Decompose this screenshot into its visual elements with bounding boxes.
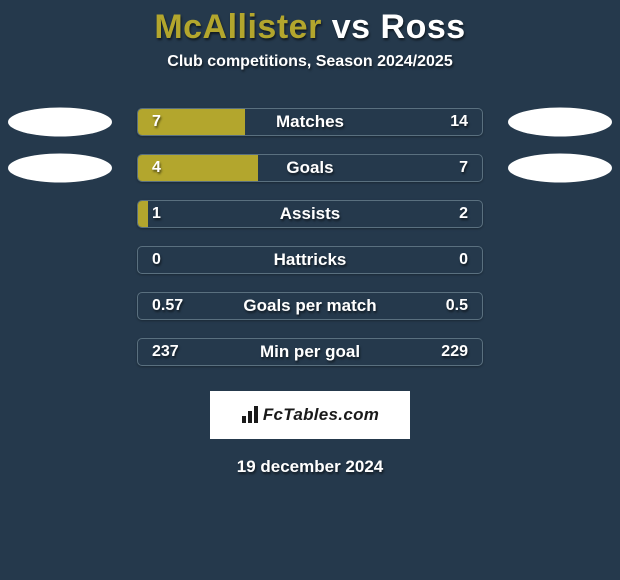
title-vs: vs (322, 8, 381, 46)
stat-label: Hattricks (274, 250, 347, 270)
stat-bar: Matches 7 14 (137, 108, 483, 136)
stat-row: Goals per match 0.57 0.5 (0, 283, 620, 329)
stat-label: Goals per match (243, 296, 376, 316)
stat-bar: Min per goal 237 229 (137, 338, 483, 366)
stat-value-right: 229 (441, 343, 468, 361)
date-text: 19 december 2024 (237, 457, 384, 477)
stat-bar: Assists 1 2 (137, 200, 483, 228)
stat-value-right: 7 (459, 159, 468, 177)
stat-bar: Hattricks 0 0 (137, 246, 483, 274)
comparison-card: McAllister vs Ross Club competitions, Se… (0, 0, 620, 580)
title-player-b: Ross (381, 8, 466, 46)
stat-bar: Goals per match 0.57 0.5 (137, 292, 483, 320)
club-badge-right (508, 154, 612, 183)
stat-value-right: 2 (459, 205, 468, 223)
stat-bar-fill (138, 201, 148, 227)
club-badge-right (508, 108, 612, 137)
club-badge-left (8, 154, 112, 183)
subtitle: Club competitions, Season 2024/2025 (167, 53, 452, 71)
stat-value-left: 0.57 (152, 297, 183, 315)
logo-text: FcTables.com (263, 405, 379, 425)
stat-bar: Goals 4 7 (137, 154, 483, 182)
bars-icon (241, 406, 263, 424)
stat-row: Goals 4 7 (0, 145, 620, 191)
stat-rows: Matches 7 14 Goals 4 7 Assists 1 2 Hattricks 0 0 Goa… (0, 99, 620, 375)
fctables-logo: FcTables.com (210, 391, 410, 439)
stat-label: Matches (276, 112, 344, 132)
stat-value-right: 14 (450, 113, 468, 131)
stat-label: Min per goal (260, 342, 360, 362)
stat-value-right: 0 (459, 251, 468, 269)
stat-value-left: 1 (152, 205, 161, 223)
stat-row: Assists 1 2 (0, 191, 620, 237)
club-badge-left (8, 108, 112, 137)
stat-value-left: 237 (152, 343, 179, 361)
stat-value-right: 0.5 (446, 297, 468, 315)
stat-value-left: 0 (152, 251, 161, 269)
stat-label: Goals (286, 158, 333, 178)
page-title: McAllister vs Ross (154, 8, 465, 47)
stat-value-left: 7 (152, 113, 161, 131)
stat-row: Min per goal 237 229 (0, 329, 620, 375)
stat-value-left: 4 (152, 159, 161, 177)
title-player-a: McAllister (154, 8, 322, 46)
stat-row: Matches 7 14 (0, 99, 620, 145)
stat-label: Assists (280, 204, 340, 224)
stat-row: Hattricks 0 0 (0, 237, 620, 283)
